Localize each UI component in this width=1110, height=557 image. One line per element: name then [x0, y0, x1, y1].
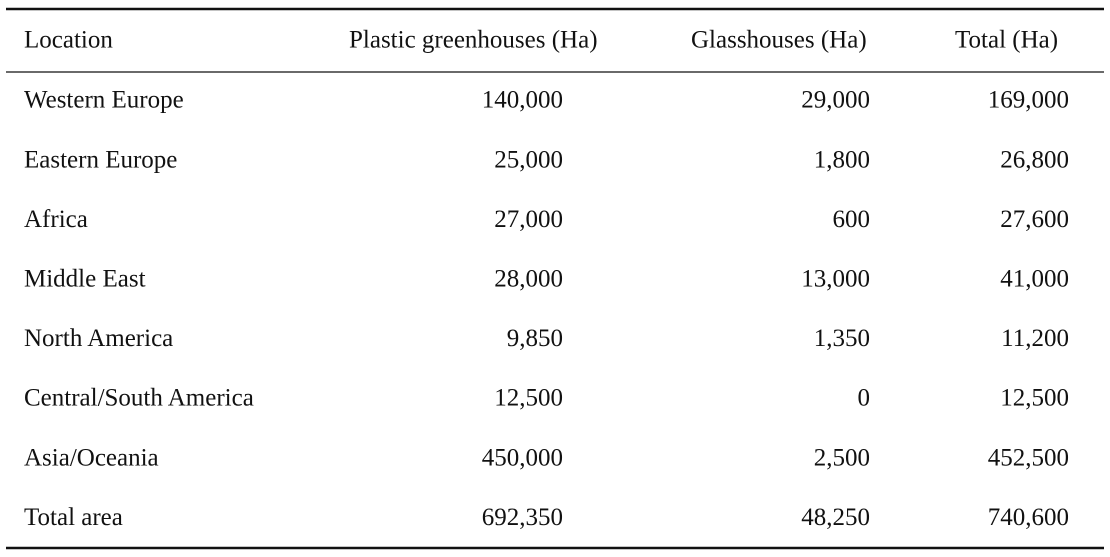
cell: 2,500: [814, 444, 870, 471]
cell: 27,000: [494, 206, 563, 233]
cell: 27,600: [1000, 206, 1069, 233]
cell: 740,600: [988, 504, 1069, 531]
cell: 29,000: [801, 87, 870, 114]
row-label: Total area: [24, 504, 123, 531]
row-label: Middle East: [24, 266, 146, 293]
cell: 1,800: [814, 146, 870, 173]
row-label: Eastern Europe: [24, 146, 177, 173]
cell: 26,800: [1000, 146, 1069, 173]
column-header: Location: [24, 27, 113, 54]
cell: 169,000: [988, 87, 1069, 114]
cell: 28,000: [494, 266, 563, 293]
row-label: Africa: [24, 206, 88, 233]
column-header: Plastic greenhouses (Ha): [349, 27, 598, 54]
column-header: Glasshouses (Ha): [691, 27, 867, 54]
row-label: Western Europe: [24, 87, 184, 114]
cell: 140,000: [482, 87, 563, 114]
cell: 9,850: [507, 325, 563, 352]
cell: 41,000: [1000, 266, 1069, 293]
cell: 0: [858, 385, 871, 412]
row-label: North America: [24, 325, 173, 352]
cell: 1,350: [814, 325, 870, 352]
cell: 600: [833, 206, 871, 233]
row-label: Asia/Oceania: [24, 444, 159, 471]
cell: 13,000: [801, 266, 870, 293]
cell: 12,500: [494, 385, 563, 412]
cell: 692,350: [482, 504, 563, 531]
cell: 452,500: [988, 444, 1069, 471]
cell: 25,000: [494, 146, 563, 173]
cell: 450,000: [482, 444, 563, 471]
cell: 48,250: [801, 504, 870, 531]
column-header: Total (Ha): [955, 27, 1058, 54]
cell: 11,200: [1001, 325, 1069, 352]
row-label: Central/South America: [24, 385, 254, 412]
cell: 12,500: [1000, 385, 1069, 412]
